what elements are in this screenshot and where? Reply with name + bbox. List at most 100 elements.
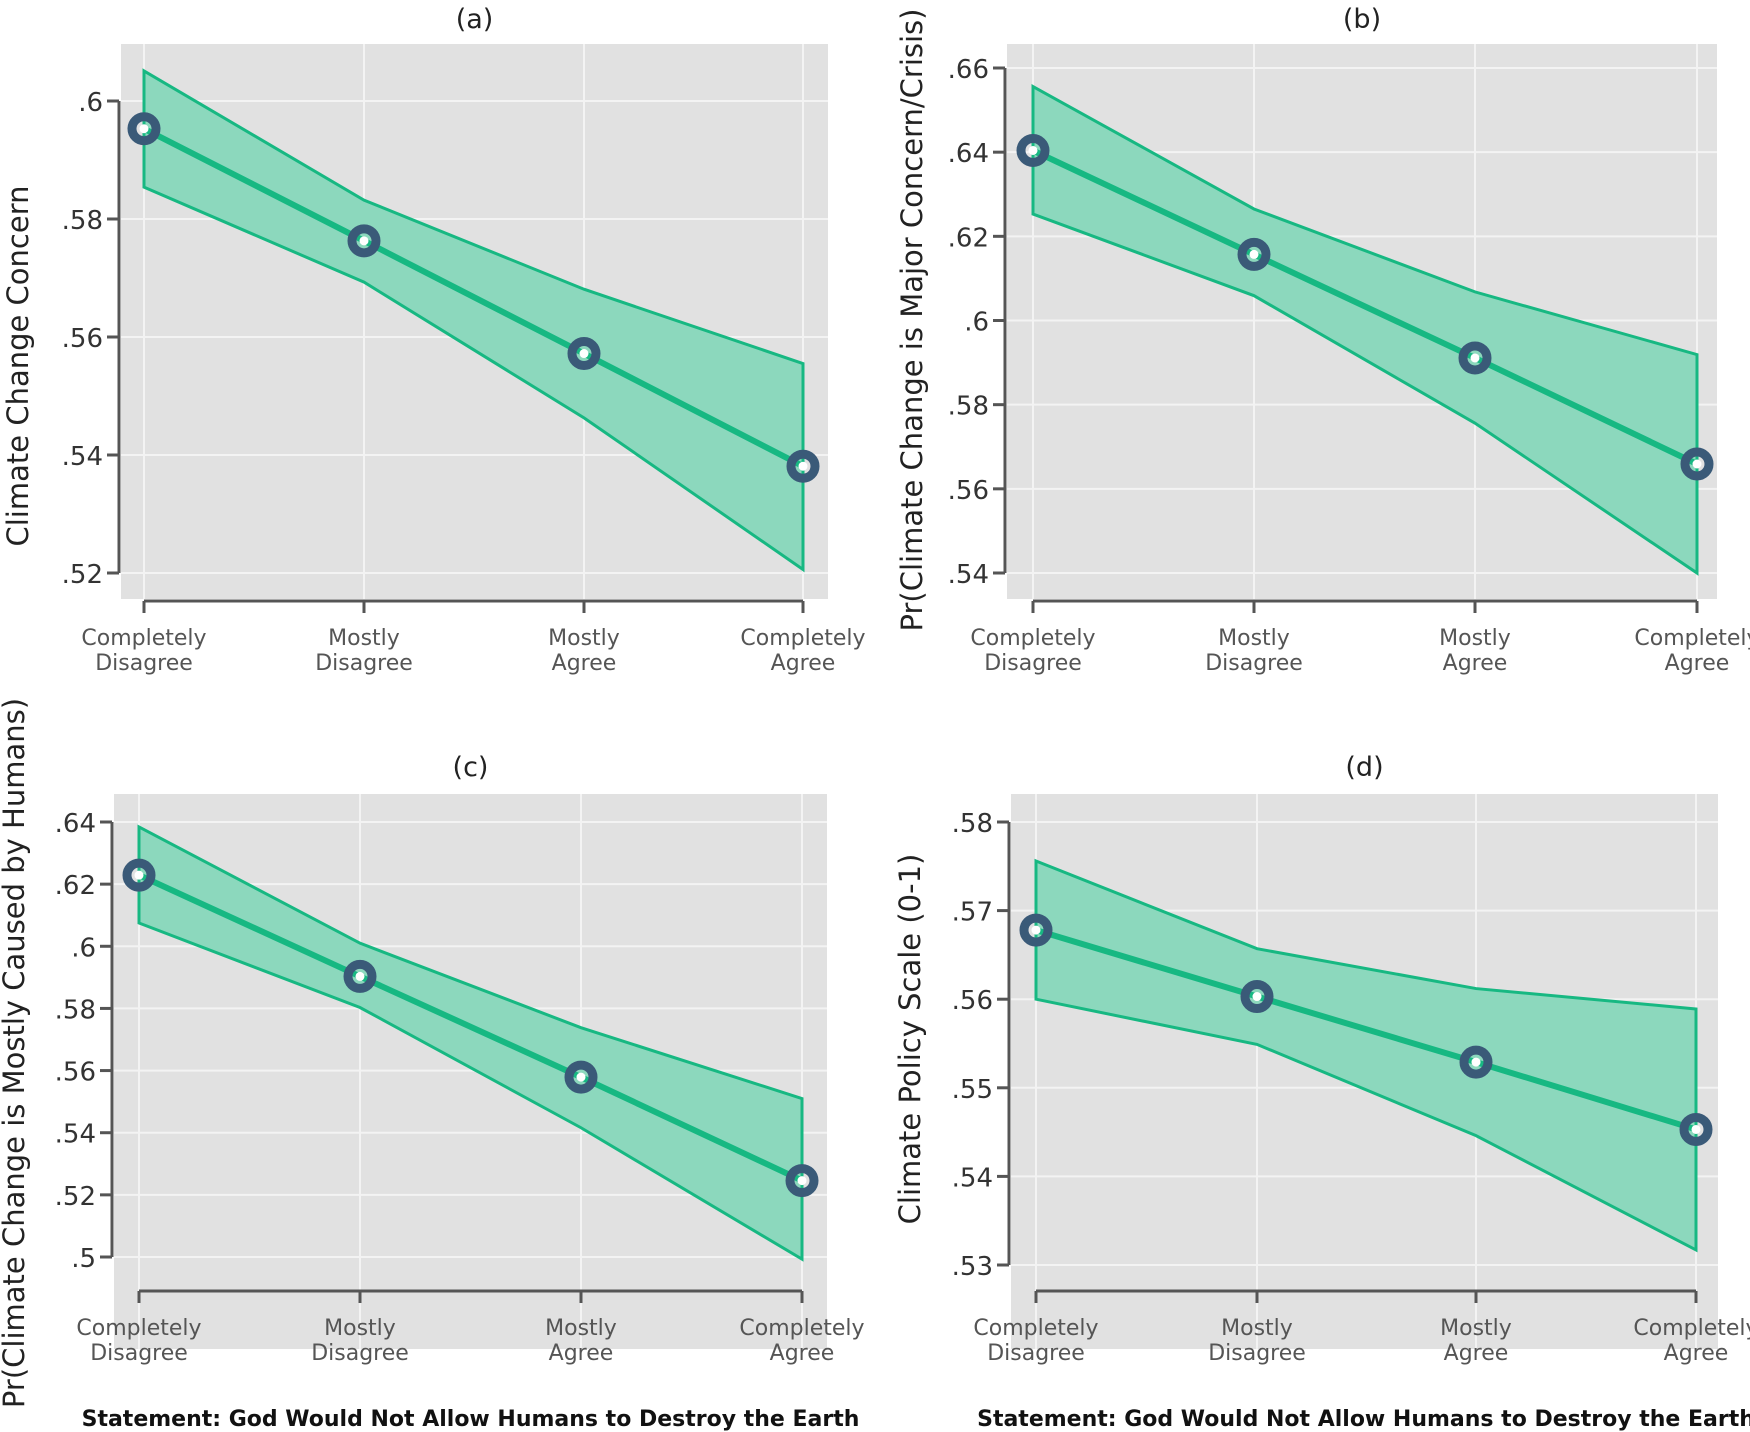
x-tick-label: Disagree	[95, 651, 193, 676]
data-point-center	[1692, 459, 1702, 469]
x-tick-label: Agree	[552, 651, 617, 676]
y-tick-label: .5	[71, 1244, 96, 1274]
confidence-band	[137, 824, 804, 1262]
panel-d: .53.54.55.56.57.58CompletelyDisagreeMost…	[893, 752, 1750, 1432]
y-tick-label: .6	[78, 88, 103, 118]
data-point-center	[1470, 353, 1480, 363]
confidence-band	[142, 68, 805, 573]
data-point-center	[134, 870, 144, 880]
series-line	[141, 125, 806, 470]
data-point	[122, 858, 156, 892]
x-tick-label: Agree	[1444, 1341, 1509, 1366]
y-tick-label: .54	[952, 1163, 993, 1193]
y-tick-label: .56	[952, 986, 993, 1016]
x-tick-label: Agree	[549, 1341, 614, 1366]
x-tick-label: Disagree	[311, 1341, 409, 1366]
y-tick-label: .56	[62, 324, 103, 354]
y-tick-label: .58	[948, 392, 989, 422]
x-tick-label: Completely	[739, 1316, 864, 1341]
y-tick-label: .53	[952, 1252, 993, 1282]
y-tick-label: .55	[952, 1075, 993, 1105]
y-tick-label: .6	[964, 308, 989, 338]
y-tick-label: .64	[55, 809, 96, 839]
y-tick-label: .56	[55, 1058, 96, 1088]
confidence-band	[1034, 858, 1698, 1253]
y-tick-label: .58	[952, 809, 993, 839]
data-point	[785, 1164, 819, 1198]
confidence-band	[1031, 83, 1699, 576]
data-point	[1237, 237, 1271, 271]
panel-title: (d)	[1345, 752, 1383, 783]
data-point-center	[1471, 1057, 1481, 1067]
series-line	[1030, 147, 1700, 468]
data-point	[127, 112, 161, 146]
y-axis-label: Climate Policy Scale (0-1)	[893, 854, 927, 1225]
x-tick-label: Agree	[1664, 1341, 1729, 1366]
data-point-center	[139, 124, 149, 134]
x-tick-label: Mostly	[548, 626, 620, 651]
y-axis-label: Pr(Climate Change is Major Concern/Crisi…	[895, 9, 929, 632]
series-line	[136, 872, 805, 1184]
data-point	[1679, 1112, 1713, 1146]
x-tick-label: Mostly	[1440, 1316, 1512, 1341]
panel-b: .54.56.58.6.62.64.66CompletelyDisagreeMo…	[895, 4, 1750, 676]
x-tick-label: Disagree	[315, 651, 413, 676]
data-point-center	[579, 349, 589, 359]
x-tick-label: Mostly	[328, 626, 400, 651]
y-tick-label: .58	[62, 206, 103, 236]
data-point	[1459, 1045, 1493, 1079]
y-tick-label: .54	[62, 442, 103, 472]
panel-title: (c)	[453, 752, 489, 783]
y-tick-label: .62	[948, 223, 989, 253]
data-point	[1016, 133, 1050, 167]
x-tick-label: Mostly	[1218, 626, 1290, 651]
x-tick-label: Completely	[76, 1316, 201, 1341]
y-tick-label: .58	[55, 995, 96, 1025]
data-point	[343, 959, 377, 993]
y-tick-label: .66	[948, 55, 989, 85]
data-point	[347, 224, 381, 258]
data-point-center	[1252, 992, 1262, 1002]
panel-a: .52.54.56.58.6CompletelyDisagreeMostlyDi…	[1, 4, 866, 676]
x-tick-label: Mostly	[1221, 1316, 1293, 1341]
x-tick-label: Agree	[1443, 651, 1508, 676]
x-tick-label: Disagree	[1208, 1341, 1306, 1366]
panel-c: .5.52.54.56.58.6.62.64CompletelyDisagree…	[0, 698, 865, 1432]
y-tick-label: .57	[952, 898, 993, 928]
y-tick-label: .54	[55, 1120, 96, 1150]
data-point	[1458, 341, 1492, 375]
data-point-center	[355, 971, 365, 981]
y-axis-label: Climate Change Concern	[1, 185, 35, 546]
x-tick-label: Disagree	[1205, 651, 1303, 676]
x-tick-label: Completely	[81, 626, 206, 651]
y-tick-label: .52	[62, 560, 103, 590]
data-point-center	[1249, 249, 1259, 259]
x-tick-label: Agree	[1665, 651, 1730, 676]
x-axis-label: Statement: God Would Not Allow Humans to…	[977, 1407, 1750, 1432]
x-tick-label: Disagree	[984, 651, 1082, 676]
data-point	[1019, 913, 1053, 947]
y-tick-label: .6	[71, 933, 96, 963]
x-tick-label: Disagree	[90, 1341, 188, 1366]
data-point-center	[1691, 1124, 1701, 1134]
x-tick-label: Mostly	[545, 1316, 617, 1341]
data-point-center	[576, 1072, 586, 1082]
data-point-center	[1028, 145, 1038, 155]
panel-title: (b)	[1343, 4, 1381, 35]
data-point	[564, 1060, 598, 1094]
data-point-center	[1031, 925, 1041, 935]
y-axis-label: Pr(Climate Change is Mostly Caused by Hu…	[0, 698, 31, 1408]
y-tick-label: .62	[55, 871, 96, 901]
data-point	[1680, 447, 1714, 481]
data-point	[1240, 980, 1274, 1014]
y-tick-label: .64	[948, 139, 989, 169]
data-point	[786, 449, 820, 483]
x-tick-label: Mostly	[1439, 626, 1511, 651]
panel-title: (a)	[456, 4, 494, 35]
x-tick-label: Disagree	[987, 1341, 1085, 1366]
data-point-center	[798, 461, 808, 471]
y-tick-label: .52	[55, 1182, 96, 1212]
x-tick-label: Mostly	[324, 1316, 396, 1341]
data-point	[567, 337, 601, 371]
